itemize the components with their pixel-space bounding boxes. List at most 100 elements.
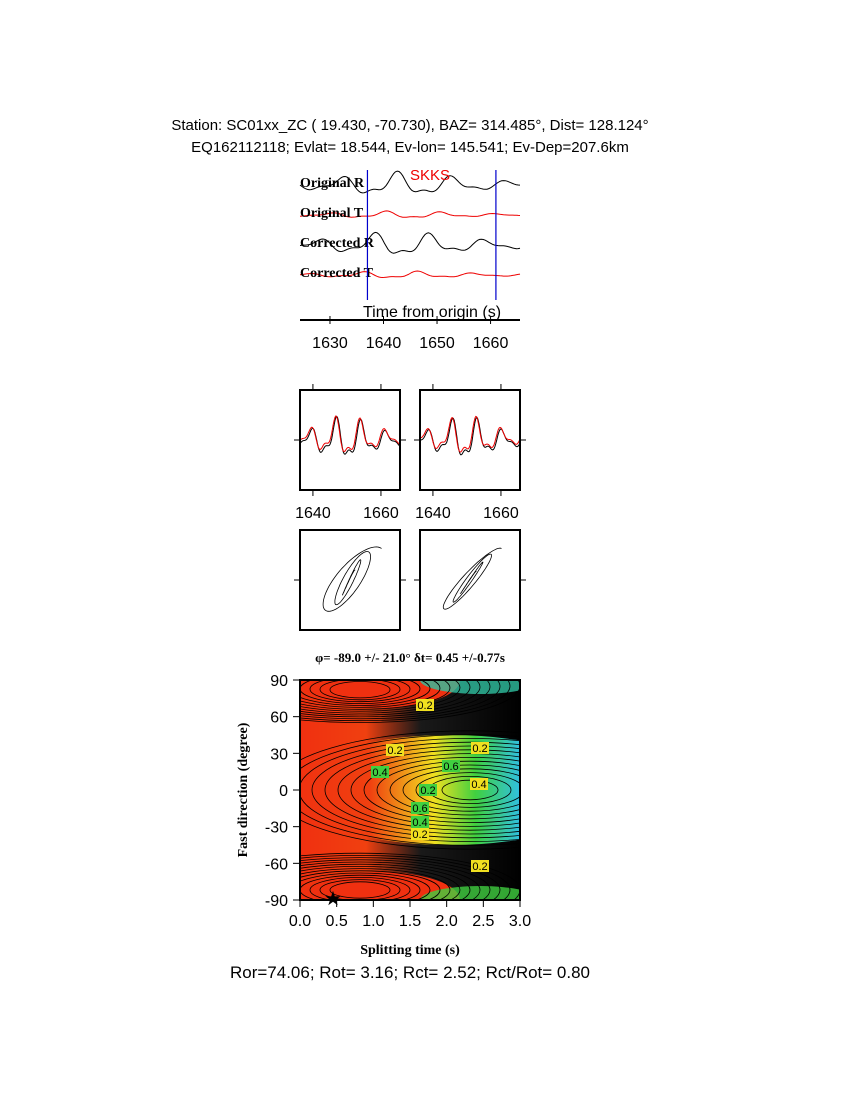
contour-label: 0.6 [412,803,427,815]
x-tick-label: 2.5 [472,913,494,930]
waveform-panels: 1640 1660 1640 1660 [294,384,526,522]
contour [300,874,421,900]
contour-label: 0.2 [420,785,435,797]
particle-path [442,547,502,610]
contour [329,681,391,699]
y-tick-label: 90 [270,673,288,690]
x-tick-label: 1660 [483,505,519,522]
frame [419,389,521,491]
contour-label-box [411,802,429,814]
waveform [299,415,401,453]
contour [300,859,491,900]
energy-map [300,735,520,845]
contour-label: 0.4 [412,817,427,829]
trace-label: Original T [300,206,364,221]
best-fit-marker [325,890,341,906]
x-tick-label: 1660 [363,505,399,522]
contour [329,881,391,899]
header-line: Station: SC01xx_ZC ( 19.430, -70.730), B… [171,117,648,134]
contour [300,680,491,718]
contour [324,745,520,835]
contour [300,872,431,900]
phase-label: SKKS [410,167,450,184]
contour-label: 0.2 [412,829,427,841]
contour [300,680,501,720]
contour [350,753,520,827]
y-tick-label: 30 [270,746,288,763]
contour [300,680,481,716]
contour [319,879,401,900]
contour [389,764,520,816]
energy-map [300,872,460,900]
particle-path [322,546,382,612]
contour [300,855,511,900]
contour-label-box [411,828,429,840]
contour-label: 0.2 [417,700,432,712]
contour-label-box [442,760,460,772]
grid-search: φ= -89.0 +/- 21.0° δt= 0.45 +/-0.77s Spl… [236,650,531,958]
contour [300,680,511,722]
contour-label-box [411,816,429,828]
contour [300,861,481,900]
contour [376,760,520,820]
x-tick-label: 1.0 [362,913,384,930]
contour [300,680,471,714]
waveform [299,270,521,279]
waveform [299,231,521,254]
contour [300,863,471,900]
x-tick-label: 1640 [295,505,331,522]
contour-label: 0.2 [472,861,487,873]
x-tick-label: 1630 [312,335,348,352]
contour-label-box [470,778,488,790]
x-tick-label: 2.0 [436,913,458,930]
contour [300,738,520,842]
contour [309,877,411,900]
contour-label: 0.2 [387,745,402,757]
y-tick-label: -30 [265,820,288,837]
contour-label: 0.6 [443,761,458,773]
x-tick-label: 3.0 [509,913,531,930]
frame [299,529,401,631]
x-tick-label: 1640 [366,335,402,352]
contour [300,852,520,900]
x-tick-label: 1650 [419,335,455,352]
contour-label: 0.4 [372,767,387,779]
contour [300,680,431,706]
contour [300,680,421,704]
contour [363,757,520,823]
y-axis-label: Fast direction (degree) [236,722,251,857]
contour [337,749,520,831]
x-axis-label: Splitting time (s) [360,943,460,958]
footer: Ror=74.06; Rot= 3.16; Rct= 2.52; Rct/Rot… [230,963,590,982]
contour [300,868,451,900]
contour [415,772,520,808]
x-tick-label: 0.0 [289,913,311,930]
contour [300,680,441,708]
contour [300,680,451,710]
axis-label: Time from origin (s) [363,304,501,321]
contour [319,680,401,701]
contour [300,866,461,900]
contour-label-box [471,860,489,872]
contour-label-box [419,784,437,796]
contour-label-box [416,699,434,711]
contour [309,680,411,703]
contour [311,741,520,839]
grid-title: φ= -89.0 +/- 21.0° δt= 0.45 +/-0.77s [315,650,505,665]
contour-label: 0.4 [471,779,486,791]
contour [300,680,520,723]
x-tick-label: 1.5 [399,913,421,930]
contour [300,730,520,850]
energy-map [420,886,520,900]
y-tick-label: 60 [270,710,288,727]
contour [300,870,441,900]
waveform [299,170,521,194]
trace-label: Corrected R [300,236,375,251]
y-tick-label: -90 [265,893,288,910]
contour-label-box [471,742,489,754]
y-tick-label: -60 [265,856,288,873]
particle-motion [294,529,526,631]
frame [299,389,401,491]
